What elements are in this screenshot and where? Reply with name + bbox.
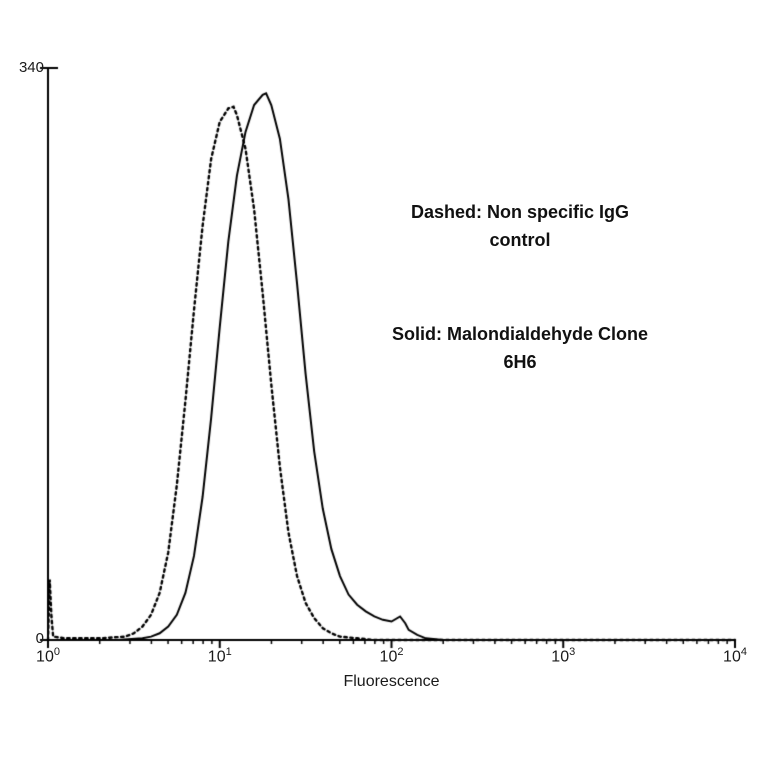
annotation-dashed-line2: control xyxy=(489,230,551,250)
x-tick-label: 101 xyxy=(207,646,232,666)
y-axis-max-label: 340 xyxy=(18,59,44,76)
annotation-solid-legend: Solid: Malondialdehyde Clone 6H6 xyxy=(320,320,720,376)
y-axis-min-label: 0 xyxy=(35,630,44,647)
x-tick-label: 104 xyxy=(723,646,747,666)
x-tick-label: 100 xyxy=(36,646,60,666)
annotation-solid-line1: Solid: Malondialdehyde Clone xyxy=(391,324,649,344)
x-axis-title: Fluorescence xyxy=(343,673,440,690)
annotation-dashed-line1: Dashed: Non specific IgG xyxy=(410,202,630,222)
x-tick-label: 103 xyxy=(551,646,576,666)
annotation-solid-line2: 6H6 xyxy=(503,352,537,372)
x-tick-label: 102 xyxy=(379,646,404,666)
annotation-dashed-legend: Dashed: Non specific IgG control xyxy=(320,198,720,254)
